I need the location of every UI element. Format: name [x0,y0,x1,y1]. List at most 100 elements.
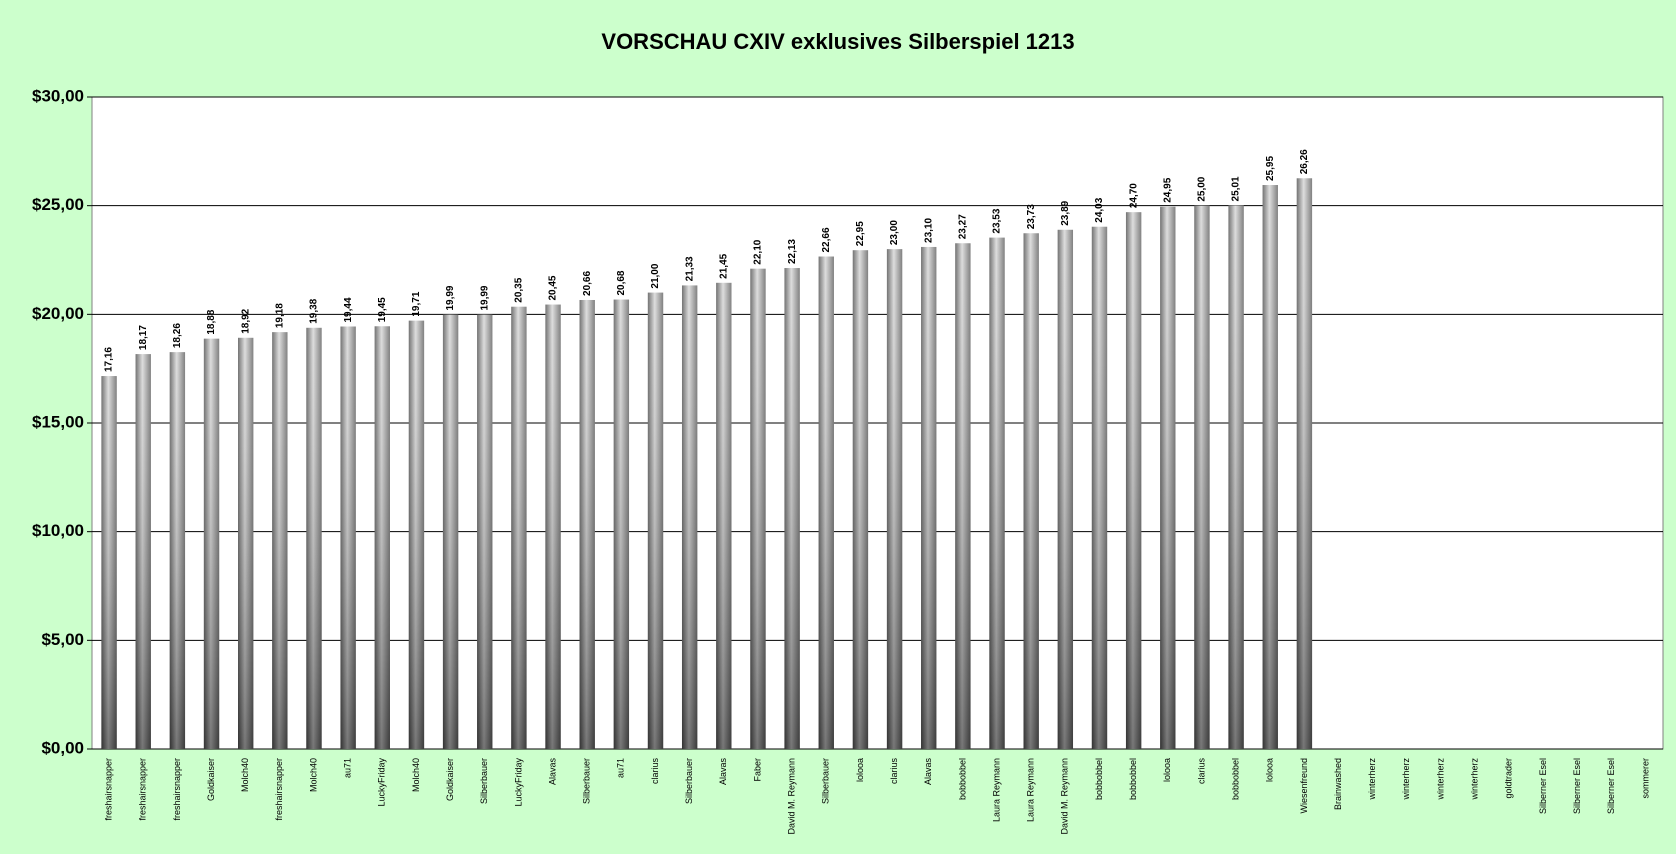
bar-shade [784,268,800,749]
bar-shade [1057,229,1074,750]
y-tick-label: $5,00 [41,630,84,649]
x-tick-label: Silberbauer [582,758,592,804]
bar-shade [101,376,117,749]
x-tick-label: au71 [343,758,353,778]
bar-shade [921,246,937,749]
bar-shade [340,326,356,749]
x-tick-label: clarius [650,758,660,785]
data-label: 23,10 [923,217,934,242]
x-tick-label: au71 [616,758,626,778]
x-tick-label: sommerer [1640,758,1650,799]
data-label: 18,92 [240,308,251,333]
bar-shade [477,314,493,749]
data-label: 23,89 [1060,200,1071,225]
x-tick-label: winterherz [1470,758,1480,801]
x-tick-label: winterherz [1401,758,1411,801]
bar-shade [1296,178,1313,750]
data-label: 24,95 [1162,177,1173,202]
y-tick-label: $20,00 [32,304,84,323]
bar-shade [613,299,630,749]
data-label: 22,10 [753,239,764,264]
x-tick-label: Laura Reymann [1026,758,1036,822]
bar-shade [1160,206,1176,750]
x-tick-label: clarius [1196,758,1206,785]
x-tick-label: Wiesenfreund [1299,758,1309,814]
bar-shade [135,354,151,749]
bar-shade [1091,226,1108,750]
x-tick-label: bobbobbel [1128,758,1138,800]
bar-shade [989,237,1005,749]
data-label: 21,33 [684,256,695,281]
bar-shade [886,249,903,749]
data-label: 19,99 [445,285,456,310]
x-tick-label: Faber [752,758,762,782]
x-tick-label: Silberbauer [684,758,694,804]
bar-shade [408,320,425,749]
bar-shade [203,338,220,749]
x-tick-label: Silberner Esel [1538,758,1548,814]
bar-shade [374,326,390,749]
data-label: 24,03 [1094,197,1105,222]
data-label: 22,13 [787,239,798,264]
data-label: 26,26 [1299,149,1310,174]
x-tick-label: winterherz [1435,758,1445,801]
data-label: 25,95 [1265,156,1276,181]
data-label: 23,53 [992,208,1003,233]
data-label: 19,99 [479,285,490,310]
data-label: 19,38 [309,298,320,323]
x-tick-label: David M. Reymann [1060,758,1070,835]
y-tick-label: $15,00 [32,412,84,431]
bar-shade [1262,185,1278,749]
x-tick-label: lolooa [1162,758,1172,782]
x-tick-label: winterherz [1367,758,1377,801]
data-label: 23,27 [958,214,969,239]
data-label: 19,44 [343,297,354,322]
x-tick-label: Silberbauer [821,758,831,804]
x-tick-label: Laura Reymann [991,758,1001,822]
data-label: 24,70 [1128,183,1139,208]
data-label: 19,45 [377,297,388,322]
bar-shade [579,299,595,749]
x-tick-label: David M. Reymann [786,758,796,835]
bar-shade [852,250,869,749]
x-tick-label: Alavas [923,758,933,786]
data-label: 20,68 [616,270,627,295]
bar-shade [306,327,322,749]
bar-shade [511,306,527,749]
data-label: 17,16 [104,347,115,372]
x-tick-label: LuckyFriday [377,758,387,807]
bar-shade [1125,212,1142,750]
y-tick-label: $10,00 [32,521,84,540]
bar-shade [238,337,254,749]
y-tick-label: $25,00 [32,195,84,214]
x-tick-label: Molch40 [411,758,421,792]
x-tick-label: freshairsnapper [274,758,284,821]
data-label: 22,95 [855,221,866,246]
data-label: 23,73 [1026,204,1037,229]
x-tick-label: Brainwashed [1333,758,1343,810]
data-label: 21,45 [718,253,729,278]
bar-shade [750,268,766,749]
x-tick-label: freshairsnapper [103,758,113,821]
x-tick-label: clarius [889,758,899,785]
bar-shade [1228,205,1244,749]
bar-shade [1023,233,1039,749]
data-label: 25,01 [1231,176,1242,201]
data-label: 23,00 [889,220,900,245]
x-tick-label: Alavas [547,758,557,786]
bar-shade [442,314,459,749]
data-label: 19,71 [411,291,422,316]
data-label: 21,00 [650,263,661,288]
x-tick-label: Molch40 [240,758,250,792]
data-label: 18,26 [172,323,183,348]
bar-shade [818,256,834,749]
bar-shade [681,285,698,749]
x-tick-label: Goldkaiser [206,758,216,801]
x-tick-label: freshairsnapper [138,758,148,821]
x-tick-label: Silberner Esel [1606,758,1616,814]
data-label: 20,45 [548,275,559,300]
data-label: 20,66 [582,271,593,296]
x-tick-label: freshairsnapper [172,758,182,821]
data-label: 20,35 [514,277,525,302]
bar-shade [272,332,288,749]
